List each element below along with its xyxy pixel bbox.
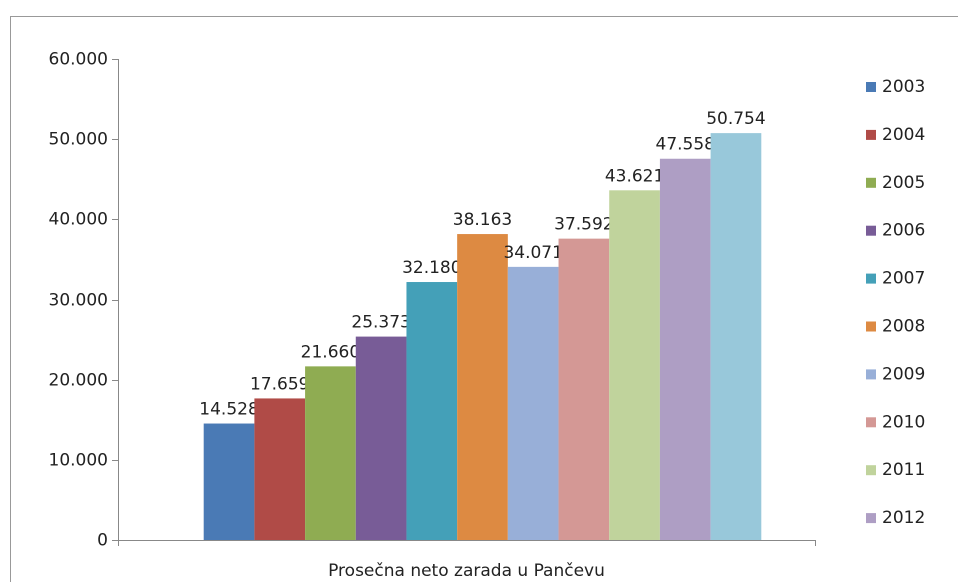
data-label: 34.071 [503,243,562,263]
y-tick-label: 40.000 [49,210,108,230]
legend-swatch [866,321,876,332]
legend-swatch [866,465,876,476]
legend-label: 2008 [882,317,925,337]
bar [203,423,255,540]
legend-label: 2004 [882,125,925,145]
legend-label: 2012 [882,508,925,528]
legend-swatch [866,417,876,428]
chart-frame [10,16,958,582]
data-label: 17.659 [250,374,309,394]
bar [254,398,306,540]
data-label: 37.592 [554,215,613,235]
data-label: 21.660 [301,342,360,362]
data-label: 25.373 [351,313,410,333]
y-tick-label: 50.000 [49,130,108,150]
bar [609,190,660,540]
legend-swatch [866,513,876,524]
legend-label: 2003 [882,77,925,97]
bar [507,266,559,540]
legend-label: 2010 [882,412,925,432]
y-tick-label: 0 [97,531,108,551]
bar [710,133,762,540]
x-tick-label: Prosečna neto zarada u Pančevu [328,561,605,581]
bar [406,282,458,540]
legend-swatch [866,273,876,284]
data-label: 43.621 [605,166,664,186]
data-label: 50.754 [706,109,765,129]
bar [558,238,610,541]
bar [355,336,407,540]
y-tick-label: 20.000 [49,371,108,391]
legend-label: 2007 [882,269,925,289]
legend-label: 2011 [882,460,925,480]
data-label: 32.180 [402,258,461,278]
legend-swatch [866,225,876,236]
y-tick-label: 30.000 [49,291,108,311]
bar [305,366,356,540]
data-label: 14.528 [199,400,258,420]
legend-label: 2005 [882,173,925,193]
legend-label: 2009 [882,364,925,384]
legend-label: 2006 [882,221,925,241]
data-label: 38.163 [453,210,512,230]
y-tick-label: 10.000 [49,451,108,471]
bar [457,234,508,541]
legend-swatch [866,177,876,188]
bar [659,158,711,541]
legend-swatch [866,129,876,140]
legend-swatch [866,82,876,92]
y-tick-label: 60.000 [49,50,108,70]
data-label: 47.558 [656,135,715,155]
legend-swatch [866,369,876,380]
